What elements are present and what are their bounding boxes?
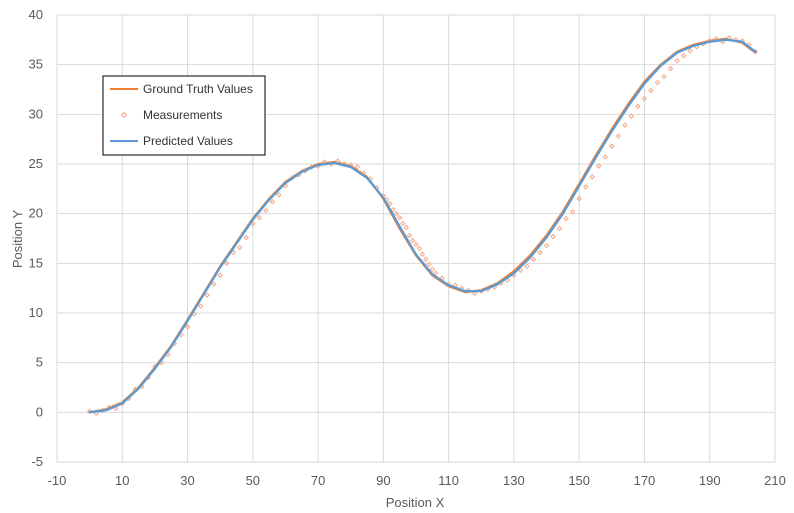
measurement-point [569, 208, 576, 215]
measurement-point [419, 251, 426, 258]
y-axis-title: Position Y [10, 210, 25, 269]
y-axis-tick-labels: -5 0 5 10 15 20 25 30 35 40 [29, 7, 43, 469]
measurement-point [197, 303, 204, 309]
legend-label-measurements: Measurements [143, 108, 222, 122]
x-tick-label: 210 [764, 473, 786, 488]
measurement-point [589, 174, 595, 180]
x-tick-label: 110 [438, 473, 459, 488]
measurement-point [217, 272, 223, 278]
measurement-point [602, 154, 608, 160]
measurement-point [184, 324, 191, 330]
y-tick-label: 15 [29, 255, 43, 270]
measurement-point [423, 256, 429, 263]
measurement-point [654, 79, 661, 86]
y-tick-label: 40 [29, 7, 43, 22]
measurement-point [472, 290, 478, 296]
legend-swatch-measurements [120, 111, 128, 119]
x-tick-label: 190 [699, 473, 721, 488]
measurement-point [641, 95, 648, 102]
measurement-point [400, 220, 406, 227]
legend: Ground Truth Values Measurements Predict… [102, 75, 266, 156]
measurement-point [354, 164, 360, 170]
measurement-point [674, 57, 680, 64]
y-tick-label: 35 [29, 57, 43, 72]
y-tick-label: 5 [36, 355, 43, 370]
measurement-point [237, 244, 243, 251]
y-tick-label: 0 [36, 404, 43, 419]
x-tick-label: 50 [246, 473, 260, 488]
measurement-point [609, 143, 615, 149]
legend-label-ground-truth: Ground Truth Values [143, 82, 253, 96]
measurement-point [269, 199, 276, 205]
measurement-point [243, 234, 249, 241]
measurement-point [406, 232, 413, 239]
series-layer [86, 35, 759, 417]
measurement-point [403, 224, 409, 231]
measurement-point [256, 214, 263, 221]
measurement-point [596, 163, 602, 169]
measurement-point [661, 73, 667, 80]
x-axis-tick-labels: -10 10 30 50 70 90 110 130 150 170 190 210 [48, 473, 786, 488]
y-tick-label: -5 [31, 454, 43, 469]
y-tick-label: 10 [29, 305, 43, 320]
y-tick-label: 20 [29, 206, 43, 221]
measurement-point [530, 256, 537, 263]
x-tick-label: 30 [180, 473, 194, 488]
measurement-point [390, 206, 396, 213]
measurement-point [537, 249, 543, 256]
measurement-point [648, 87, 654, 94]
y-tick-label: 30 [29, 106, 43, 121]
measurement-point [396, 214, 403, 221]
measurement-point [426, 261, 432, 268]
series-line-predicted [88, 38, 757, 414]
measurement-point [263, 207, 269, 214]
measurement-point [429, 266, 436, 273]
x-tick-label: 150 [568, 473, 590, 488]
measurement-point [410, 237, 416, 244]
x-tick-label: -10 [48, 473, 67, 488]
x-tick-label: 90 [376, 473, 390, 488]
measurement-point [524, 263, 530, 270]
x-tick-label: 10 [115, 473, 129, 488]
measurement-point [628, 113, 635, 120]
legend-label-predicted: Predicted Values [143, 134, 233, 148]
x-axis-title: Position X [386, 495, 445, 510]
measurement-point [680, 53, 687, 59]
measurement-point [563, 215, 569, 222]
measurement-point [667, 65, 674, 72]
measurement-point [550, 233, 556, 240]
y-tick-label: 25 [29, 156, 43, 171]
measurement-point [615, 133, 622, 139]
measurement-point [276, 192, 282, 198]
measurement-point [224, 260, 230, 267]
measurement-point [576, 196, 582, 202]
x-tick-label: 170 [634, 473, 656, 488]
measurement-point [204, 292, 210, 298]
measurement-point [413, 241, 419, 248]
measurement-point [210, 281, 217, 287]
x-tick-label: 70 [311, 473, 325, 488]
measurement-point [387, 201, 393, 207]
measurement-point [556, 225, 563, 232]
measurement-point [622, 122, 628, 128]
measurement-point [393, 210, 400, 217]
measurement-point [687, 48, 693, 54]
measurement-point [635, 103, 641, 110]
measurement-point [543, 242, 550, 249]
x-tick-label: 130 [503, 473, 525, 488]
measurement-point [416, 245, 422, 252]
measurement-point [583, 184, 589, 190]
